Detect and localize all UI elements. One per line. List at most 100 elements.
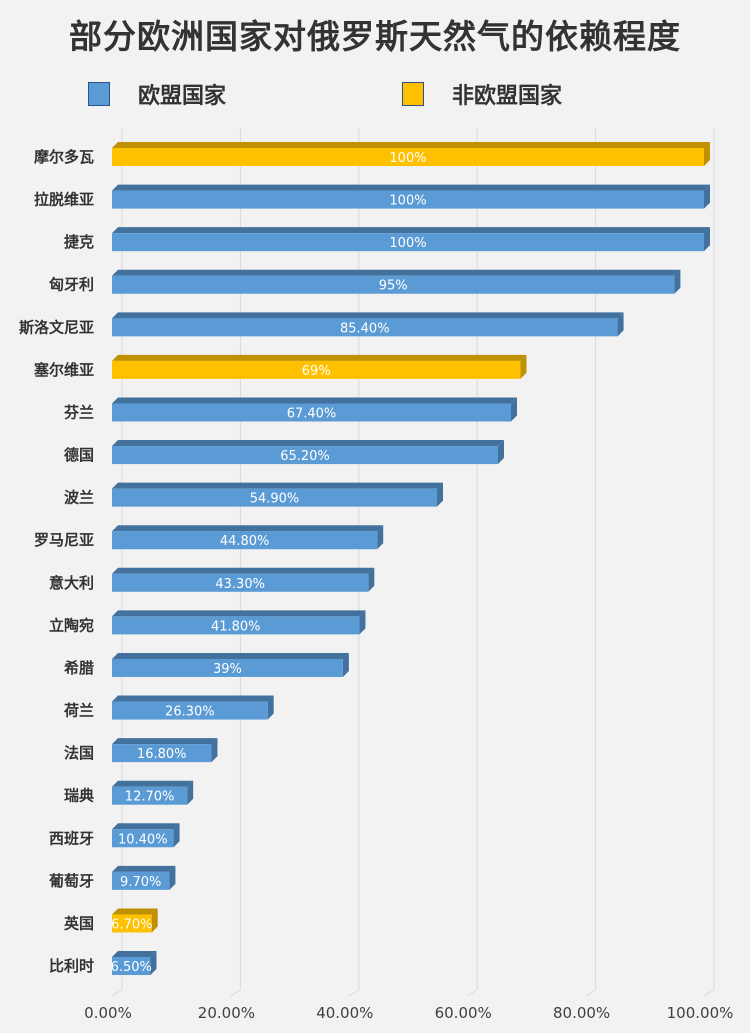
- data-label: 67.40%: [287, 406, 337, 421]
- category-label: 比利时: [49, 957, 94, 975]
- bar-side: [359, 610, 366, 635]
- bar: [112, 616, 360, 635]
- x-tick-label: 60.00%: [435, 1004, 492, 1022]
- bar-side: [497, 440, 504, 465]
- x-tick-label: 40.00%: [316, 1004, 373, 1022]
- bar-top: [112, 440, 504, 447]
- bar: [112, 658, 343, 677]
- bar-side: [267, 695, 274, 720]
- bar: [112, 829, 174, 848]
- bar: [112, 531, 378, 550]
- category-label: 斯洛文尼亚: [19, 318, 94, 336]
- bar: [112, 403, 512, 422]
- bar-top: [112, 567, 375, 574]
- category-label: 英国: [64, 914, 94, 932]
- bar: [112, 148, 704, 166]
- category-label: 荷兰: [64, 702, 94, 720]
- legend-label-eu: 欧盟国家: [138, 83, 227, 109]
- bar: [112, 275, 675, 294]
- category-label: 塞尔维亚: [34, 361, 94, 379]
- bar-side: [150, 951, 157, 976]
- bar-top: [112, 823, 180, 830]
- data-label: 69%: [302, 364, 331, 379]
- x-tick-label: 20.00%: [198, 1004, 255, 1022]
- data-label: 95%: [379, 279, 408, 294]
- grid-floor-line: [230, 989, 241, 997]
- bar: [112, 914, 152, 933]
- bar: [112, 360, 521, 379]
- category-label: 瑞典: [64, 787, 94, 805]
- grid-floor-line: [466, 989, 478, 997]
- x-tick-label: 100.00%: [667, 1004, 734, 1022]
- data-label: 85.40%: [340, 321, 390, 336]
- bar-side: [437, 482, 444, 507]
- legend-item-non-eu: 非欧盟国家: [402, 78, 562, 110]
- bar-top: [112, 312, 624, 319]
- bar-side: [617, 312, 624, 337]
- category-label: 意大利: [49, 574, 94, 592]
- bar-top: [112, 354, 527, 361]
- category-label: 葡萄牙: [48, 872, 94, 890]
- category-label: 波兰: [64, 489, 94, 507]
- category-label: 拉脱维亚: [34, 191, 94, 209]
- bar-side: [342, 652, 349, 677]
- data-label: 12.70%: [125, 790, 175, 805]
- category-label: 摩尔多瓦: [34, 148, 94, 166]
- bar-side: [377, 525, 384, 550]
- bar-side: [674, 269, 681, 294]
- bar-side: [173, 823, 180, 848]
- category-label: 芬兰: [64, 403, 94, 421]
- data-label: 43.30%: [215, 577, 265, 592]
- bar-top: [112, 482, 444, 489]
- bar-top: [112, 951, 157, 958]
- category-label: 捷克: [64, 233, 94, 251]
- bar-top: [112, 908, 158, 915]
- bar-side: [520, 354, 527, 379]
- grid-floor-line: [703, 989, 715, 997]
- category-label: 希腊: [64, 659, 94, 677]
- bar-side: [211, 738, 218, 763]
- category-label: 德国: [64, 446, 94, 464]
- bar-top: [112, 695, 274, 702]
- bar: [112, 318, 618, 337]
- data-label: 6.50%: [111, 960, 152, 975]
- bar-top: [112, 780, 194, 787]
- bar-top: [112, 184, 710, 191]
- data-label: 54.90%: [250, 492, 300, 507]
- bar-top: [112, 397, 518, 404]
- bar: [112, 871, 170, 890]
- bar-side: [187, 780, 194, 805]
- data-label: 6.70%: [111, 917, 152, 932]
- bar-top: [112, 269, 681, 276]
- legend-label-non-eu: 非欧盟国家: [452, 83, 563, 109]
- bar-side: [169, 865, 176, 890]
- bar-top: [112, 652, 349, 659]
- bar: [112, 233, 704, 252]
- data-label: 16.80%: [137, 747, 187, 762]
- bar: [112, 957, 151, 976]
- bar-side: [704, 142, 710, 166]
- bar-side: [368, 567, 375, 592]
- bar-top: [112, 738, 218, 745]
- data-label: 100%: [389, 194, 426, 209]
- data-label: 65.20%: [280, 449, 330, 464]
- bar: [112, 744, 212, 763]
- bar-top: [112, 227, 710, 234]
- bar: [112, 446, 498, 465]
- bar-top: [112, 865, 176, 872]
- category-label: 法国: [64, 744, 94, 762]
- data-label: 44.80%: [220, 534, 270, 549]
- data-label: 9.70%: [120, 875, 161, 890]
- bar: [112, 190, 704, 209]
- category-label: 立陶宛: [49, 616, 94, 634]
- bar: [112, 488, 438, 507]
- bar: [112, 786, 188, 805]
- data-label: 39%: [213, 662, 242, 677]
- category-label: 罗马尼亚: [34, 531, 94, 549]
- x-tick-label: 0.00%: [84, 1004, 132, 1022]
- bar: [112, 701, 268, 720]
- chart-title: 部分欧洲国家对俄罗斯天然气的依赖程度: [69, 17, 681, 56]
- legend-item-eu: 欧盟国家: [88, 78, 226, 110]
- data-label: 26.30%: [165, 705, 215, 720]
